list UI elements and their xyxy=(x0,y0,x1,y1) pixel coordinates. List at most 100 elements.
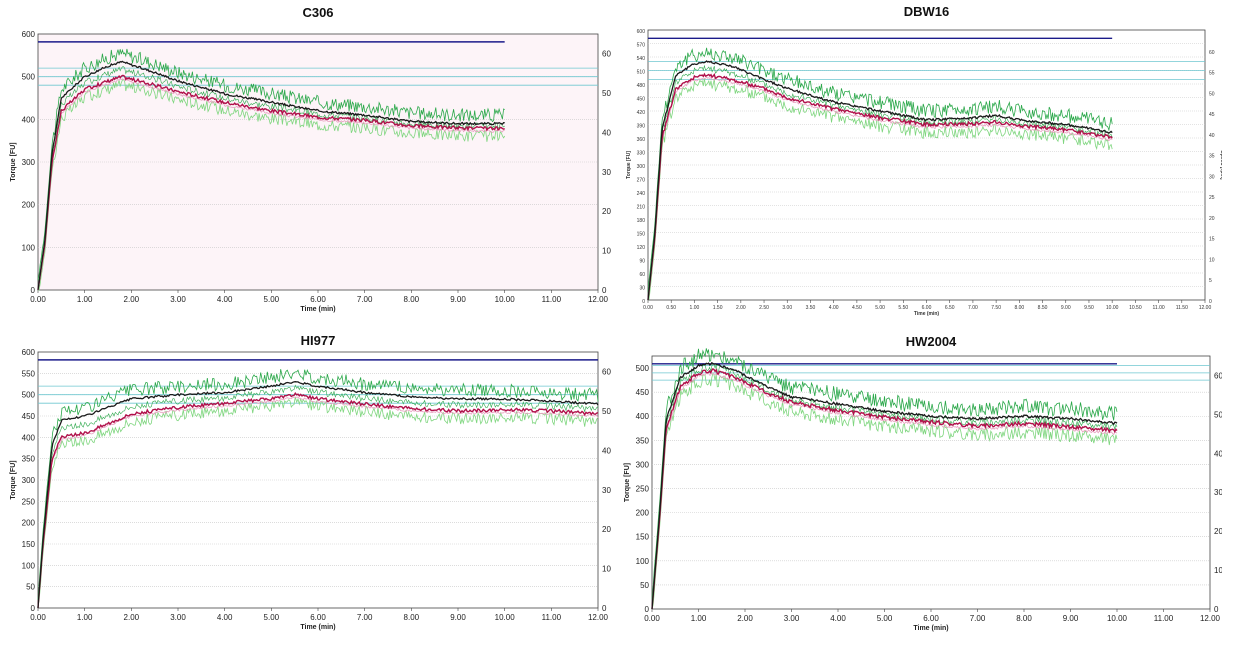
y-tick-label: 360 xyxy=(637,137,646,143)
x-tick-label: 2.00 xyxy=(737,614,753,623)
x-tick-label: 2.00 xyxy=(736,305,746,311)
y-tick-label: 350 xyxy=(636,436,650,445)
y-tick-label: 50 xyxy=(640,581,649,590)
chart-title: HW2004 xyxy=(906,334,957,349)
x-tick-label: 6.00 xyxy=(923,614,939,623)
y2-tick-label: 60 xyxy=(602,368,611,377)
y-axis-label: Torque [FU] xyxy=(10,460,17,499)
y-tick-label: 600 xyxy=(637,29,646,35)
y2-tick-label: 40 xyxy=(1209,133,1215,139)
x-tick-label: 8.00 xyxy=(404,613,420,622)
y2-tick-label: 30 xyxy=(1214,488,1222,497)
x-tick-label: 4.50 xyxy=(852,305,862,311)
x-tick-label: 1.00 xyxy=(77,613,93,622)
chart-panel-2: HI977 0 50 100 150 200 250 300 350 400 450 500 550 60… xyxy=(8,332,612,649)
x-tick-label: 1.50 xyxy=(713,305,723,311)
y2-tick-label: 40 xyxy=(1214,449,1222,458)
y-tick-label: 200 xyxy=(636,509,650,518)
y-tick-label: 100 xyxy=(636,557,650,566)
y-tick-label: 90 xyxy=(639,259,645,265)
x-tick-label: 5.50 xyxy=(898,305,908,311)
chart-svg-3: HW20040501001502002503003504004505000102… xyxy=(622,332,1222,649)
y-tick-label: 180 xyxy=(637,218,646,224)
y-tick-label: 100 xyxy=(22,243,36,252)
y2-tick-label: 0 xyxy=(1214,605,1219,614)
x-tick-label: 3.50 xyxy=(806,305,816,311)
x-tick-label: 4.00 xyxy=(217,613,233,622)
x-tick-label: 8.50 xyxy=(1038,305,1048,311)
y2-tick-label: 25 xyxy=(1209,195,1215,201)
y2-tick-label: 10 xyxy=(1214,566,1222,575)
x-tick-label: 6.00 xyxy=(310,295,326,304)
y-tick-label: 30 xyxy=(639,286,645,292)
y2-tick-label: 15 xyxy=(1209,237,1215,243)
y2-tick-label: 0 xyxy=(602,604,607,613)
y-tick-label: 600 xyxy=(22,30,36,39)
y-tick-label: 350 xyxy=(22,455,36,464)
y-tick-label: 500 xyxy=(22,73,36,82)
x-tick-label: 10.00 xyxy=(495,295,516,304)
x-tick-label: 0.00 xyxy=(643,305,653,311)
x-tick-label: 10.50 xyxy=(1129,305,1142,311)
y-tick-label: 450 xyxy=(636,388,650,397)
y-axis-label: Torque [FU] xyxy=(626,151,632,179)
x-tick-label: 3.00 xyxy=(782,305,792,311)
y-tick-label: 270 xyxy=(637,178,646,184)
y-tick-label: 0 xyxy=(645,605,650,614)
y2-tick-label: 10 xyxy=(1209,257,1215,263)
y-tick-label: 0 xyxy=(31,286,36,295)
y2-tick-label: 30 xyxy=(602,168,611,177)
x-tick-label: 11.00 xyxy=(542,295,562,304)
x-tick-label: 10.00 xyxy=(1106,305,1119,311)
y2-tick-label: 30 xyxy=(1209,174,1215,180)
x-tick-label: 9.00 xyxy=(450,613,466,622)
x-tick-label: 9.00 xyxy=(450,295,466,304)
y2-tick-label: 45 xyxy=(1209,112,1215,118)
y2-tick-label: 5 xyxy=(1209,278,1212,284)
x-tick-label: 4.00 xyxy=(217,295,233,304)
x-tick-label: 2.00 xyxy=(124,295,140,304)
x-tick-label: 11.00 xyxy=(542,613,562,622)
x-tick-label: 6.50 xyxy=(945,305,955,311)
y-tick-label: 250 xyxy=(636,485,650,494)
y-tick-label: 300 xyxy=(636,460,650,469)
x-tick-label: 7.00 xyxy=(357,295,373,304)
x-tick-label: 4.00 xyxy=(829,305,839,311)
x-tick-label: 5.00 xyxy=(264,613,280,622)
y2-tick-label: 20 xyxy=(1214,527,1222,536)
x-tick-label: 12.00 xyxy=(1199,305,1212,311)
chart-panel-1: DBW16 0 30 60 90 120 150 180 210 240 270 300 330 360 3… xyxy=(622,0,1222,325)
y-tick-label: 300 xyxy=(22,158,36,167)
y2-tick-label: 20 xyxy=(1209,216,1215,222)
y2-tick-label: 10 xyxy=(602,565,611,574)
y-tick-label: 510 xyxy=(637,70,646,76)
x-tick-label: 4.00 xyxy=(830,614,846,623)
y2-tick-label: 30 xyxy=(602,486,611,495)
y-axis-label: Torque [FU] xyxy=(624,463,631,502)
x-tick-label: 7.00 xyxy=(970,614,986,623)
y2-tick-label: 60 xyxy=(602,50,611,59)
x-tick-label: 3.00 xyxy=(170,613,186,622)
y-tick-label: 550 xyxy=(22,369,36,378)
x-tick-label: 8.00 xyxy=(1016,614,1032,623)
y-tick-label: 300 xyxy=(22,476,36,485)
x-tick-label: 0.00 xyxy=(644,614,660,623)
y-tick-label: 450 xyxy=(637,97,646,103)
x-tick-label: 11.00 xyxy=(1153,305,1165,311)
y-tick-label: 400 xyxy=(22,433,36,442)
x-tick-label: 3.00 xyxy=(170,295,186,304)
y2-tick-label: 10 xyxy=(602,247,611,256)
x-tick-label: 9.00 xyxy=(1063,614,1079,623)
y2-tick-label: 50 xyxy=(1214,410,1222,419)
x-tick-label: 7.50 xyxy=(991,305,1001,311)
x-tick-label: 5.00 xyxy=(264,295,280,304)
y-tick-label: 570 xyxy=(637,43,646,49)
y-tick-label: 540 xyxy=(637,56,646,62)
y2-tick-label: 35 xyxy=(1209,154,1215,160)
x-tick-label: 10.00 xyxy=(495,613,516,622)
x-tick-label: 11.50 xyxy=(1176,305,1188,311)
chart-title: HI977 xyxy=(301,333,336,348)
y2-tick-label: 50 xyxy=(1209,91,1215,97)
x-tick-label: 8.00 xyxy=(404,295,420,304)
y-tick-label: 100 xyxy=(22,561,36,570)
